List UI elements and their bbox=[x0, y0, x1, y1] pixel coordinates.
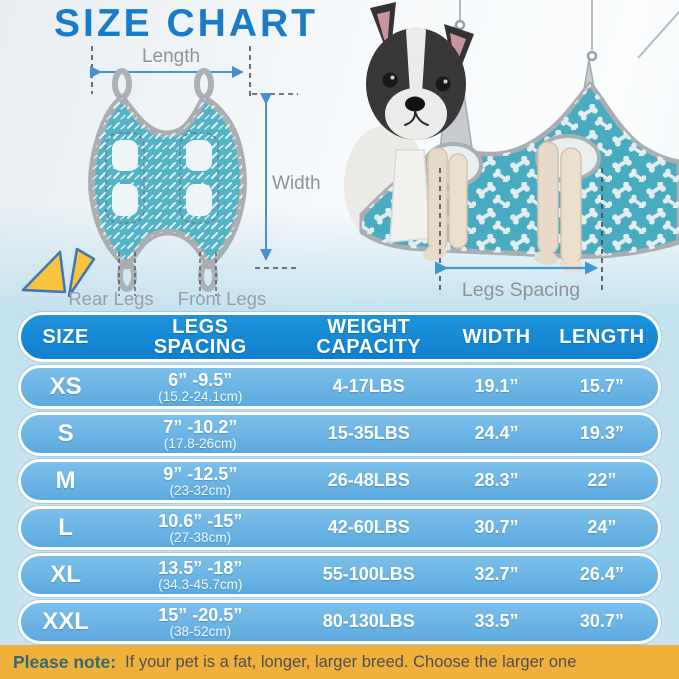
header-width: WIDTH bbox=[462, 325, 531, 348]
white-drape bbox=[389, 149, 431, 243]
weight-value: 26-48LBS bbox=[327, 470, 410, 491]
table-row-xl: XL 13.5” -18” (34.3-45.7cm) 55-100LBS 32… bbox=[18, 552, 661, 597]
leg-loop-guides bbox=[118, 252, 217, 296]
dog-head bbox=[366, 2, 474, 140]
header-weight-capacity: WEIGHT CAPACITY bbox=[316, 315, 422, 358]
legs-spacing-value: 6” -9.5” (15.2-24.1cm) bbox=[158, 369, 243, 404]
size-table: SIZE LEGS SPACING WEIGHT CAPACITY WIDTH … bbox=[18, 312, 661, 644]
hanging-loop-icon bbox=[194, 68, 214, 100]
leg-hole bbox=[112, 140, 138, 171]
width-value: 28.3” bbox=[474, 470, 519, 491]
front-legs-label: Front Legs bbox=[178, 288, 266, 309]
table-row-m: M 9” -12.5” (23-32cm) 26-48LBS 28.3” 22” bbox=[18, 458, 661, 503]
note-text: If your pet is a fat, longer, larger bre… bbox=[125, 652, 577, 671]
header-length: LENGTH bbox=[559, 325, 645, 348]
size-value: XL bbox=[50, 560, 81, 588]
legs-spacing-value: 15” -20.5” (38-52cm) bbox=[158, 604, 243, 639]
width-value: 24.4” bbox=[474, 423, 519, 444]
note-bar: Please note: If your pet is a fat, longe… bbox=[0, 645, 679, 679]
width-measure: Width bbox=[252, 93, 321, 269]
header-size: SIZE bbox=[42, 325, 89, 348]
size-value: XS bbox=[49, 372, 82, 400]
page-title: SIZE CHART bbox=[54, 2, 318, 45]
length-value: 26.4” bbox=[579, 564, 624, 585]
width-label: Width bbox=[272, 173, 321, 194]
weight-value: 42-60LBS bbox=[327, 517, 410, 538]
length-value: 19.3” bbox=[579, 423, 624, 444]
length-value: 15.7” bbox=[579, 376, 624, 397]
legs-spacing-value: 10.6” -15” (27-38cm) bbox=[158, 510, 243, 545]
size-value: S bbox=[57, 419, 74, 447]
rear-legs-label: Rear Legs bbox=[68, 288, 153, 309]
leg-hole bbox=[112, 184, 138, 216]
width-value: 32.7” bbox=[474, 564, 519, 585]
weight-value: 15-35LBS bbox=[327, 423, 410, 444]
dog-in-hammock-photo: Legs Spacing bbox=[344, 0, 679, 301]
width-value: 19.1” bbox=[474, 376, 519, 397]
legs-spacing-measure: Legs Spacing bbox=[435, 168, 603, 301]
length-value: 30.7” bbox=[579, 611, 624, 632]
weight-value: 55-100LBS bbox=[322, 564, 415, 585]
table-row-xxl: XXL 15” -20.5” (38-52cm) 80-130LBS 33.5”… bbox=[18, 599, 661, 644]
length-value: 22” bbox=[587, 470, 617, 491]
size-value: XXL bbox=[42, 607, 89, 635]
table-row-l: L 10.6” -15” (27-38cm) 42-60LBS 30.7” 24… bbox=[18, 505, 661, 550]
weight-value: 80-130LBS bbox=[322, 611, 415, 632]
legs-spacing-value: 7” -10.2” (17.8-26cm) bbox=[163, 416, 238, 451]
legs-spacing-value: 13.5” -18” (34.3-45.7cm) bbox=[158, 557, 243, 592]
note-label: Please note: bbox=[13, 651, 117, 672]
weight-value: 4-17LBS bbox=[332, 376, 405, 397]
hanging-cords bbox=[459, 0, 679, 59]
table-row-xs: XS 6” -9.5” (15.2-24.1cm) 4-17LBS 19.1” … bbox=[18, 364, 661, 409]
hook-icon bbox=[454, 19, 598, 62]
hammock-flat-diagram: Length Wid bbox=[21, 46, 321, 309]
table-header-row: SIZE LEGS SPACING WEIGHT CAPACITY WIDTH … bbox=[18, 312, 661, 362]
header-legs-spacing: LEGS SPACING bbox=[153, 315, 247, 358]
size-value: M bbox=[55, 466, 76, 494]
hammock-body bbox=[88, 94, 247, 270]
legs-spacing-value: 9” -12.5” (23-32cm) bbox=[163, 463, 238, 498]
table-row-s: S 7” -10.2” (17.8-26cm) 15-35LBS 24.4” 1… bbox=[18, 411, 661, 456]
hanging-loop-icon bbox=[112, 68, 132, 100]
leg-hole bbox=[186, 140, 212, 171]
length-label: Length bbox=[142, 46, 200, 67]
legs-spacing-label: Legs Spacing bbox=[462, 279, 580, 301]
leg-hole bbox=[186, 184, 212, 216]
size-value: L bbox=[58, 513, 73, 541]
length-value: 24” bbox=[587, 517, 617, 538]
width-value: 30.7” bbox=[474, 517, 519, 538]
yellow-flourish-icon bbox=[21, 247, 96, 298]
width-value: 33.5” bbox=[474, 611, 519, 632]
